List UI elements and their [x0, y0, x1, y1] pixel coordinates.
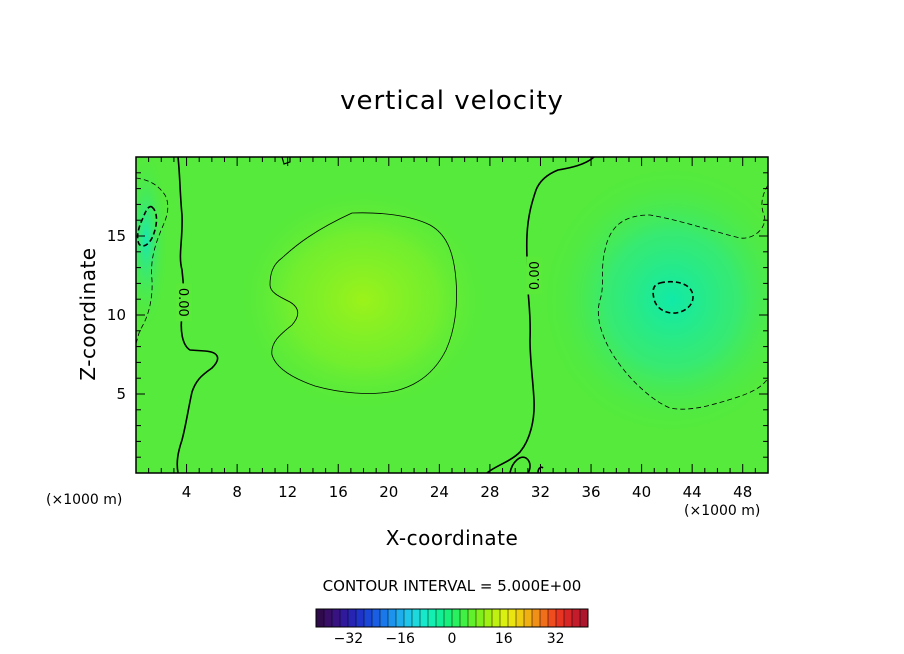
colorbar: −32 −16 0 16 32	[315, 608, 589, 647]
colorbar-cell	[332, 609, 341, 627]
colorbar-cell	[412, 609, 421, 627]
x-tick-label: 28	[480, 483, 499, 501]
colorbar-cell	[492, 609, 501, 627]
contour-label-bg	[176, 283, 193, 322]
colorbar-cell	[444, 609, 453, 627]
colorbar-cell	[484, 609, 493, 627]
negative-contour-right	[597, 184, 768, 410]
colorbar-cell	[348, 609, 357, 627]
negative-contour-left-inner	[136, 205, 158, 247]
colorbar-tick-label: −32	[334, 631, 364, 647]
zero-contour-top	[281, 157, 291, 165]
x-tick-label: 32	[531, 483, 550, 501]
negative-contour-left	[136, 177, 169, 345]
colorbar-cell	[564, 609, 573, 627]
y-axis: 5 10 15	[107, 172, 768, 458]
colorbar-cell	[452, 609, 461, 627]
colorbar-cell	[372, 609, 381, 627]
colorbar-cell	[340, 609, 349, 627]
chart-title: vertical velocity	[340, 86, 564, 116]
colorbar-cell	[356, 609, 365, 627]
colorbar-cell	[540, 609, 549, 627]
z-unit-label: (×1000 m)	[46, 492, 123, 508]
colorbar-cell	[532, 609, 541, 627]
x-tick-label: 16	[329, 483, 348, 501]
colorbar-cell	[460, 609, 469, 627]
colorbar-tick-label: 16	[495, 631, 513, 647]
y-tick-label: 15	[107, 227, 126, 245]
x-axis: 4 8 12 16 20 24 28 32 36 40 44 48	[148, 157, 756, 501]
colorbar-cell	[548, 609, 557, 627]
colorbar-cell	[500, 609, 509, 627]
colorbar-cell	[404, 609, 413, 627]
x-tick-label: 12	[278, 483, 297, 501]
x-tick-label: 4	[182, 483, 192, 501]
x-tick-label: 20	[379, 483, 398, 501]
colorbar-cell	[516, 609, 525, 627]
y-tick-label: 10	[107, 306, 126, 324]
colorbar-cell	[436, 609, 445, 627]
colorbar-cell	[580, 609, 589, 627]
contour-label: 0.00	[528, 261, 543, 290]
x-tick-label: 44	[683, 483, 702, 501]
positive-updraft	[228, 180, 498, 420]
x-tick-label: 40	[632, 483, 651, 501]
colorbar-cell	[468, 609, 477, 627]
contour-label: 0.00	[175, 288, 190, 317]
colorbar-cell	[556, 609, 565, 627]
contour-labels: 0.00 0.00	[175, 256, 543, 322]
colorbar-cell	[428, 609, 437, 627]
colorbar-tick-label: −16	[385, 631, 415, 647]
y-axis-label: Z-coordinate	[76, 247, 100, 381]
zero-contour-small	[509, 456, 531, 473]
negative-downdraft	[542, 165, 768, 435]
negative-edge	[136, 157, 168, 330]
colorbar-cell	[572, 609, 581, 627]
x-axis-label: X-coordinate	[385, 526, 519, 550]
colorbar-cell	[476, 609, 485, 627]
colorbar-tick-label: 32	[547, 631, 565, 647]
colorbar-cell	[420, 609, 429, 627]
zero-contour-small-2	[537, 466, 544, 473]
x-tick-label: 48	[733, 483, 752, 501]
contour-label-bg	[526, 256, 543, 295]
colorbar-cell	[388, 609, 397, 627]
colorbar-cell	[364, 609, 373, 627]
positive-contour	[269, 212, 457, 394]
colorbar-tick-label: 0	[448, 631, 457, 647]
x-tick-label: 24	[430, 483, 449, 501]
colorbar-cell	[524, 609, 533, 627]
contour-interval-label: CONTOUR INTERVAL = 5.000E+00	[322, 577, 582, 595]
y-tick-label: 5	[116, 385, 126, 403]
colorbar-cell	[380, 609, 389, 627]
negative-contour-inner	[652, 280, 694, 314]
zero-contour-left	[176, 157, 219, 473]
colorbar-cell	[324, 609, 333, 627]
colorbar-frame	[315, 608, 589, 628]
colorbar-cell	[396, 609, 405, 627]
colorbar-cell	[508, 609, 517, 627]
field: 0.00 0.00	[136, 157, 768, 473]
colorbar-cell	[316, 609, 325, 627]
x-tick-label: 36	[581, 483, 600, 501]
x-unit-label: (×1000 m)	[684, 503, 761, 519]
x-tick-label: 8	[232, 483, 242, 501]
